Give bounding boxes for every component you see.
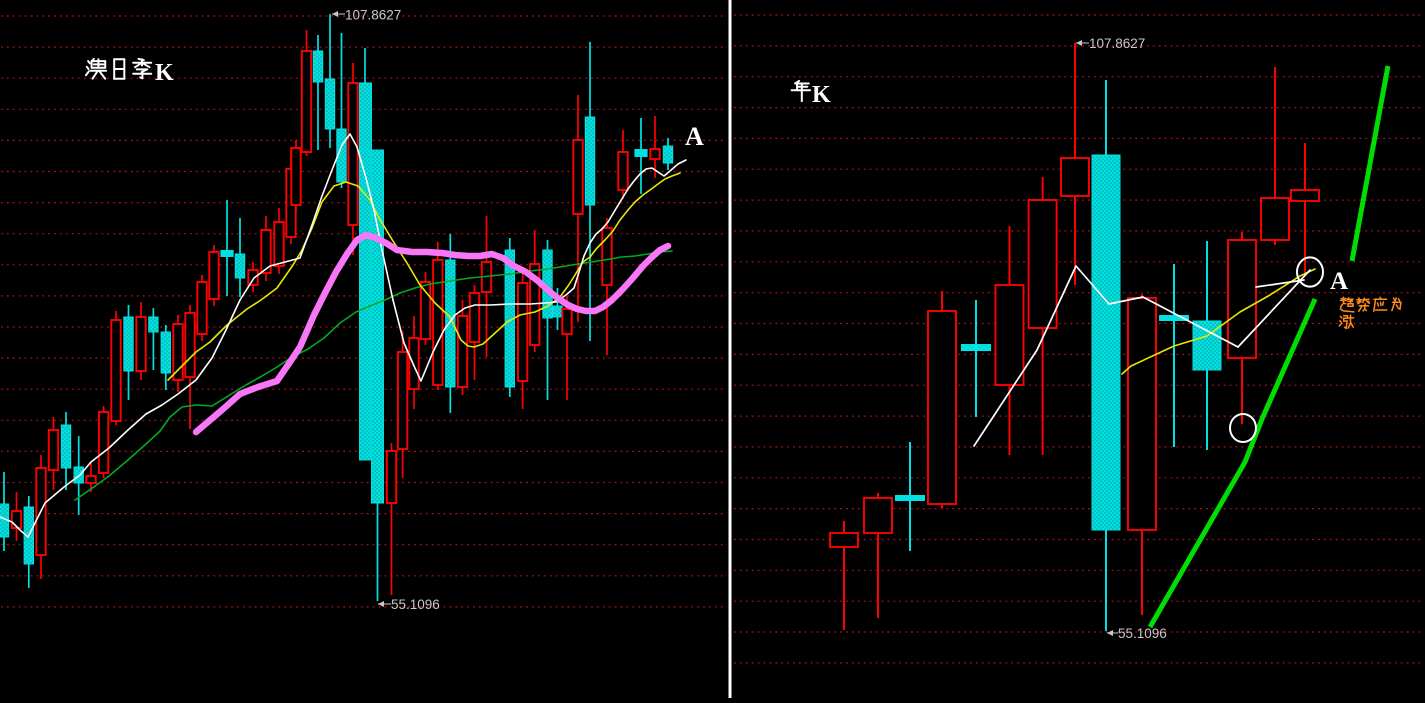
svg-text:A: A — [1330, 268, 1348, 295]
svg-text:107.8627: 107.8627 — [345, 8, 401, 23]
svg-text:55.1096: 55.1096 — [391, 597, 440, 612]
svg-text:55.1096: 55.1096 — [1118, 626, 1167, 641]
svg-text:K: K — [812, 82, 831, 108]
svg-text:A: A — [685, 122, 704, 151]
svg-text:K: K — [155, 60, 174, 86]
svg-text:107.8627: 107.8627 — [1089, 36, 1145, 51]
